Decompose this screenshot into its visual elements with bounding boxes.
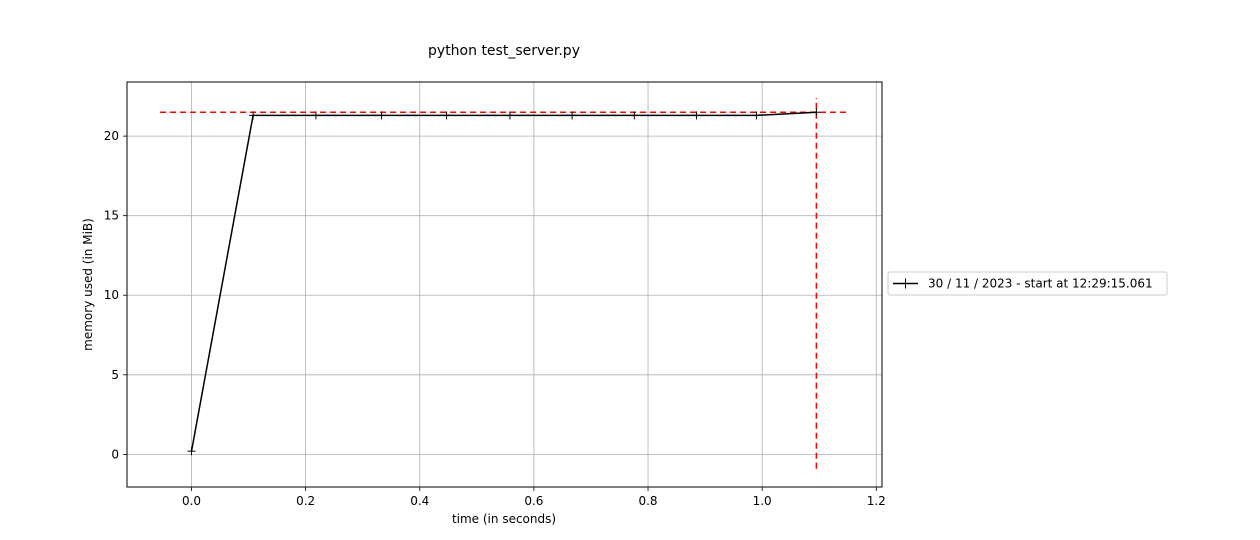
plot-background xyxy=(127,82,882,487)
y-tick-label: 20 xyxy=(104,129,119,143)
data-point-marker xyxy=(812,108,821,117)
y-tick-label: 5 xyxy=(111,368,119,382)
reference-lines xyxy=(160,97,848,469)
x-tick-label: 0.4 xyxy=(410,494,429,508)
x-axis-label: time (in seconds) xyxy=(452,512,556,526)
legend-frame xyxy=(887,271,1168,296)
series-layer xyxy=(187,108,821,456)
legend-entry-label: 30 / 11 / 2023 - start at 12:29:15.061 xyxy=(928,277,1153,291)
data-point-marker xyxy=(752,111,761,120)
data-point-marker xyxy=(311,111,320,120)
data-point-marker xyxy=(377,111,386,120)
x-tick-label: 1.0 xyxy=(753,494,772,508)
y-tick-label: 10 xyxy=(104,288,119,302)
data-point-marker xyxy=(442,111,451,120)
x-tick-label: 0.6 xyxy=(524,494,543,508)
x-tick-label: 0.0 xyxy=(182,494,201,508)
plot-frame xyxy=(126,81,883,488)
data-point-marker xyxy=(187,447,196,456)
data-point-marker xyxy=(630,111,639,120)
data-point-marker xyxy=(568,111,577,120)
x-tick-label: 0.8 xyxy=(638,494,657,508)
y-tick-label: 0 xyxy=(111,447,119,461)
y-tick-label: 15 xyxy=(104,209,119,223)
x-tick-label: 1.2 xyxy=(867,494,886,508)
data-point-marker xyxy=(505,111,514,120)
x-axis-ticks: 0.0 0.2 0.4 0.6 0.8 1.0 1.2 xyxy=(182,487,886,508)
y-axis-label: memory used (in MiB) xyxy=(81,218,95,351)
grid-lines xyxy=(127,82,882,487)
legend: 30 / 11 / 2023 - start at 12:29:15.061 xyxy=(887,271,1168,296)
plot-area xyxy=(126,81,883,488)
y-axis-ticks: 0 5 10 15 20 xyxy=(104,129,127,461)
data-point-marker xyxy=(692,111,701,120)
x-tick-label: 0.2 xyxy=(296,494,315,508)
chart-title: python test_server.py xyxy=(428,43,580,59)
data-point-marker xyxy=(249,111,258,120)
